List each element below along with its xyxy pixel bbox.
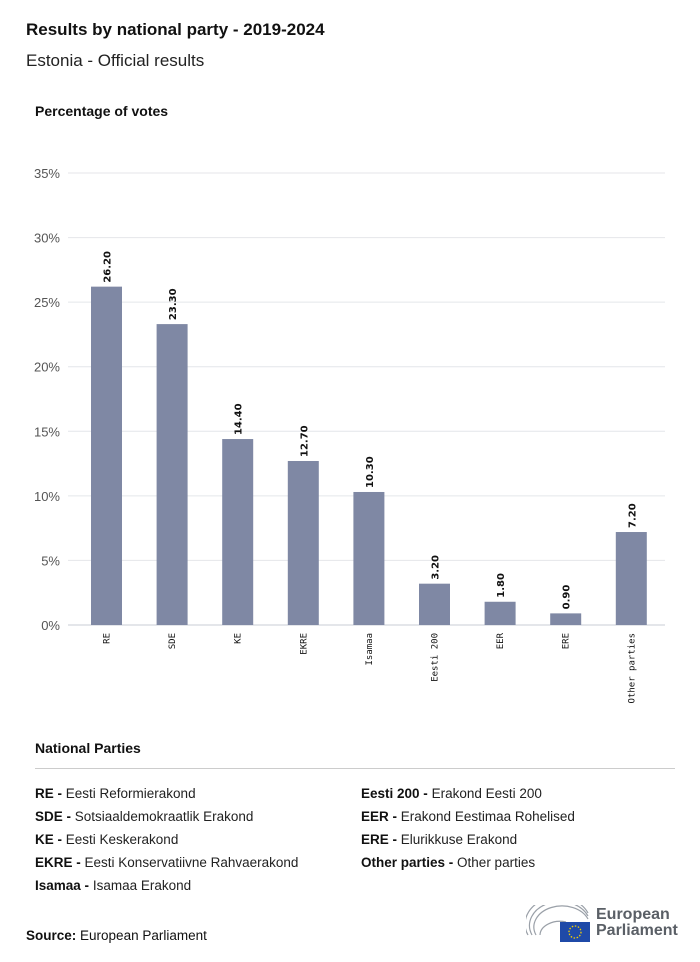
bar-chart: 0% 5% 10% 15% 20% 25% 30% 35% 26.20 RE 23.30 SDE 14.…: [34, 166, 665, 703]
legend-name: Eesti Reformierakond: [65, 786, 196, 801]
legend-item: Eesti 200 - Erakond Eesti 200: [361, 786, 542, 801]
bar: [222, 439, 254, 625]
legend-abbr: Other parties -: [361, 855, 454, 870]
x-category-label: KE: [234, 633, 244, 644]
bar: [615, 532, 647, 625]
legend-abbr: RE -: [35, 786, 62, 801]
y-tick-label: 35%: [34, 166, 60, 181]
bar: [484, 601, 516, 625]
legend-item: Other parties - Other parties: [361, 855, 535, 870]
legend-item: EKRE - Eesti Konservatiivne Rahvaerakond: [35, 855, 298, 870]
y-tick-label: 30%: [34, 231, 60, 246]
source-label: Source:: [26, 928, 77, 943]
logo-line-1: European: [596, 906, 670, 923]
hemicycle-icon: [526, 905, 590, 942]
legend-name: Erakond Eestimaa Rohelised: [400, 809, 575, 824]
y-tick-label: 10%: [34, 489, 60, 504]
data-label: 23.30: [168, 288, 179, 320]
x-category-label: SDE: [168, 633, 178, 649]
bar: [353, 491, 385, 625]
chart-title: Results by national party - 2019-2024: [26, 20, 325, 39]
legend-abbr: Isamaa -: [35, 878, 90, 893]
legend-item: KE - Eesti Keskerakond: [35, 832, 178, 847]
data-label: 10.30: [365, 456, 376, 488]
legend-name: Erakond Eesti 200: [431, 786, 542, 801]
bar: [419, 583, 450, 625]
legend-name: Isamaa Erakond: [92, 878, 192, 893]
y-tick-label: 20%: [34, 360, 60, 375]
legend-item: EER - Erakond Eestimaa Rohelised: [361, 809, 575, 824]
bar: [156, 324, 188, 625]
x-category-label: Eesti 200: [431, 633, 441, 682]
x-category-label: EKRE: [299, 633, 309, 655]
legend-item: ERE - Elurikkuse Erakond: [361, 832, 517, 847]
source-note: Source: European Parliament: [26, 928, 207, 943]
legend-abbr: KE -: [35, 832, 62, 847]
legend-divider: [35, 768, 675, 769]
y-tick-label: 0%: [41, 618, 60, 633]
x-category-label: EER: [496, 632, 506, 649]
data-label: 0.90: [562, 585, 573, 610]
data-label: 3.20: [431, 555, 442, 580]
y-tick-label: 5%: [41, 553, 60, 568]
data-label: 1.80: [496, 573, 507, 598]
legend-name: Other parties: [457, 855, 536, 870]
data-label: 12.70: [299, 425, 310, 457]
legend-abbr: EER -: [361, 809, 398, 824]
legend-abbr: Eesti 200 -: [361, 786, 428, 801]
legend-item: SDE - Sotsiaaldemokraatlik Erakond: [35, 809, 253, 824]
legend-title: National Parties: [35, 740, 141, 756]
legend-item: RE - Eesti Reformierakond: [35, 786, 196, 801]
legend-name: Eesti Konservatiivne Rahvaerakond: [84, 855, 299, 870]
bar: [91, 286, 122, 625]
y-tick-label: 15%: [34, 424, 60, 439]
legend-name: Eesti Keskerakond: [65, 832, 179, 847]
x-category-label: ERE: [562, 633, 572, 649]
chart-subtitle: Estonia - Official results: [26, 51, 205, 70]
x-category-label: Other parties: [627, 633, 637, 703]
data-label: 14.40: [234, 403, 245, 435]
data-label: 7.20: [627, 503, 638, 528]
bar: [550, 613, 582, 625]
european-parliament-logo: European Parliament: [526, 905, 686, 945]
source-value: European Parliament: [80, 928, 207, 943]
y-axis-label: Percentage of votes: [35, 103, 169, 119]
x-category-label: RE: [103, 633, 113, 644]
bar: [287, 460, 319, 625]
x-category-label: Isamaa: [365, 633, 375, 666]
data-label: 26.20: [103, 251, 114, 283]
y-tick-label: 25%: [34, 295, 60, 310]
legend-abbr: EKRE -: [35, 855, 81, 870]
logo-line-2: Parliament: [596, 922, 678, 939]
legend-name: Sotsiaaldemokraatlik Erakond: [74, 809, 254, 824]
legend-abbr: SDE -: [35, 809, 72, 824]
legend-abbr: ERE -: [361, 832, 398, 847]
legend-name: Elurikkuse Erakond: [400, 832, 518, 847]
legend-item: Isamaa - Isamaa Erakond: [35, 878, 191, 893]
